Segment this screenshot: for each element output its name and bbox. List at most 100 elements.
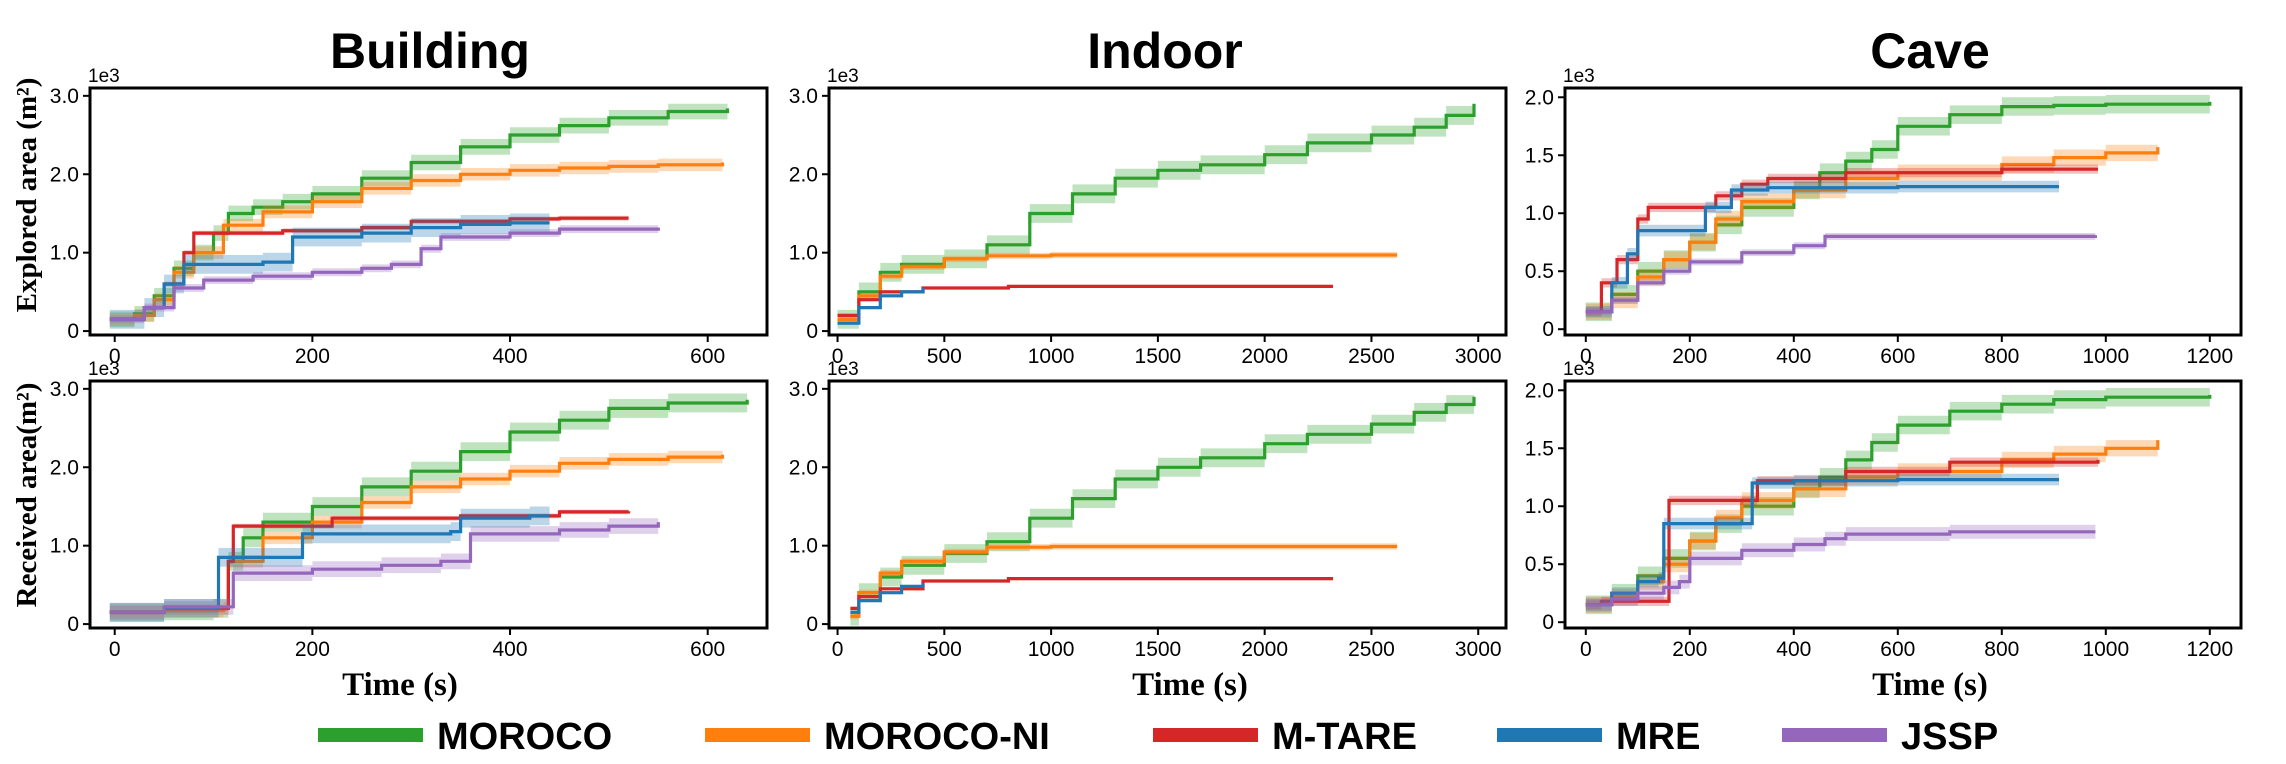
y-tick-label: 3.0 [50, 85, 79, 108]
panel-indoor-received: 0 500 1000 1500 2000 2500 3000 0 1.0 2.0 3.0 1e3 [789, 359, 1508, 661]
legend-item-mre: MRE [1497, 716, 1700, 758]
legend-item-m-tare: M-TARE [1153, 716, 1417, 758]
y-tick-label: 2.0 [50, 163, 79, 186]
x-tick-label: 400 [1776, 345, 1811, 368]
x-tick-label: 1200 [2186, 345, 2233, 368]
plot-area [109, 390, 749, 622]
x-tick-label: 0 [109, 345, 121, 368]
x-tick-label: 200 [1672, 345, 1707, 368]
x-tick-label: 0 [832, 345, 844, 368]
series-line-jssp [1585, 530, 2096, 607]
x-tick-label: 200 [295, 638, 330, 661]
x-tick-label: 0 [1580, 345, 1592, 368]
x-tick-label: 1000 [1028, 345, 1075, 368]
axes-frame [88, 86, 769, 337]
xlabel-indoor: Time (s) [1132, 667, 1248, 703]
y-tick-label: 1.0 [50, 242, 79, 265]
x-tick-label: 2500 [1348, 345, 1395, 368]
band-moroco [109, 100, 728, 328]
legend-label-jssp: JSSP [1901, 716, 1998, 758]
y-tick-label: 3.0 [789, 85, 818, 108]
y-tick-label: 1.0 [50, 535, 79, 558]
legend-swatch-m-tare [1153, 728, 1258, 742]
plot-area [850, 387, 1476, 626]
y-tick-label: 0 [67, 320, 79, 343]
x-tick-label: 600 [1880, 638, 1915, 661]
series-line-mre [109, 514, 550, 614]
band-mre [1585, 473, 2059, 611]
band-m-tare [837, 284, 1333, 317]
y-tick-label: 2.0 [50, 456, 79, 479]
x-tick-label: 1500 [1135, 638, 1182, 661]
y-exponent-label: 1e3 [1563, 359, 1595, 380]
legend-swatch-mre [1497, 728, 1602, 742]
legend-label-mre: MRE [1616, 716, 1700, 758]
x-tick-label: 400 [1776, 638, 1811, 661]
legend-label-moroco: MOROCO [437, 716, 612, 758]
axes-frame [88, 379, 769, 630]
legend-item-jssp: JSSP [1782, 716, 1998, 758]
row-label-explored: Explored area (m²) [11, 78, 43, 313]
y-tick-label: 1.0 [789, 242, 818, 265]
y-tick-label: 1.0 [1525, 495, 1554, 518]
y-tick-label: 0 [67, 613, 79, 636]
y-tick-label: 3.0 [50, 378, 79, 401]
series-line-mre [850, 583, 925, 614]
plot-area [109, 100, 730, 329]
panel-building-received: 0 200 400 600 0 1.0 2.0 3.0 1e3 [50, 359, 769, 661]
y-tick-label: 1.0 [789, 535, 818, 558]
panel-building-explored: 0 200 400 600 0 1.0 2.0 3.0 1e3 [50, 66, 769, 368]
band-moroco [109, 390, 748, 622]
x-tick-label: 500 [927, 345, 962, 368]
legend: MOROCO MOROCO-NI M-TARE MRE JSSP [318, 716, 1998, 758]
panel-cave-explored: 0 200 400 600 800 1000 1200 0 0.5 1.0 1.5 2.0 1e3 [1525, 66, 2243, 368]
panel-cave-received: 0 200 400 600 800 1000 1200 0 0.5 1.0 1.5 2.0 1e3 [1525, 359, 2243, 661]
series-line-mre [1585, 185, 2059, 314]
x-tick-label: 1000 [2082, 638, 2129, 661]
y-tick-label: 0 [1542, 318, 1554, 341]
x-tick-label: 200 [1672, 638, 1707, 661]
x-tick-label: 1500 [1135, 345, 1182, 368]
series-line-jssp [109, 522, 660, 614]
band-moroco-ni [1585, 432, 2158, 613]
plot-area [1585, 92, 2212, 322]
y-tick-label: 0 [1542, 611, 1554, 634]
y-tick-label: 0.5 [1525, 260, 1554, 283]
panel-indoor-explored: 0 500 1000 1500 2000 2500 3000 0 1.0 2.0 3.0 1e3 [789, 66, 1508, 368]
band-moroco [837, 94, 1474, 329]
legend-label-moroco-ni: MOROCO-NI [824, 716, 1050, 758]
legend-swatch-moroco-ni [705, 728, 810, 742]
x-tick-label: 1000 [1028, 638, 1075, 661]
y-tick-label: 1.0 [1525, 202, 1554, 225]
axes-frame [1563, 86, 2243, 337]
x-tick-label: 2500 [1348, 638, 1395, 661]
series-line-mre [109, 221, 550, 321]
x-tick-label: 3000 [1455, 345, 1502, 368]
series-line-mre [837, 288, 925, 325]
legend-swatch-jssp [1782, 728, 1887, 742]
series-line-moroco-ni [1585, 147, 2160, 314]
y-tick-label: 3.0 [789, 378, 818, 401]
band-moroco-ni [109, 448, 723, 619]
band-jssp [1585, 231, 2096, 316]
axes-frame [1563, 379, 2243, 630]
legend-label-m-tare: M-TARE [1272, 716, 1417, 758]
y-tick-label: 2.0 [789, 456, 818, 479]
x-tick-label: 800 [1984, 638, 2019, 661]
y-tick-label: 0.5 [1525, 553, 1554, 576]
y-exponent-label: 1e3 [827, 359, 859, 380]
plot-area [1585, 385, 2212, 615]
xlabel-cave: Time (s) [1872, 667, 1988, 703]
xlabel-building: Time (s) [342, 667, 458, 703]
y-tick-label: 1.5 [1525, 144, 1554, 167]
x-tick-label: 500 [927, 638, 962, 661]
y-tick-label: 0 [806, 320, 818, 343]
title-indoor: Indoor [1087, 23, 1243, 79]
axes-frame [827, 86, 1508, 337]
y-tick-label: 2.0 [1525, 379, 1554, 402]
series-line-mre [1585, 478, 2059, 607]
series-line-moroco-ni [837, 253, 1398, 321]
series-line-m-tare [850, 577, 1333, 610]
legend-item-moroco-ni: MOROCO-NI [705, 716, 1050, 758]
series-line-moroco-ni [850, 544, 1398, 618]
